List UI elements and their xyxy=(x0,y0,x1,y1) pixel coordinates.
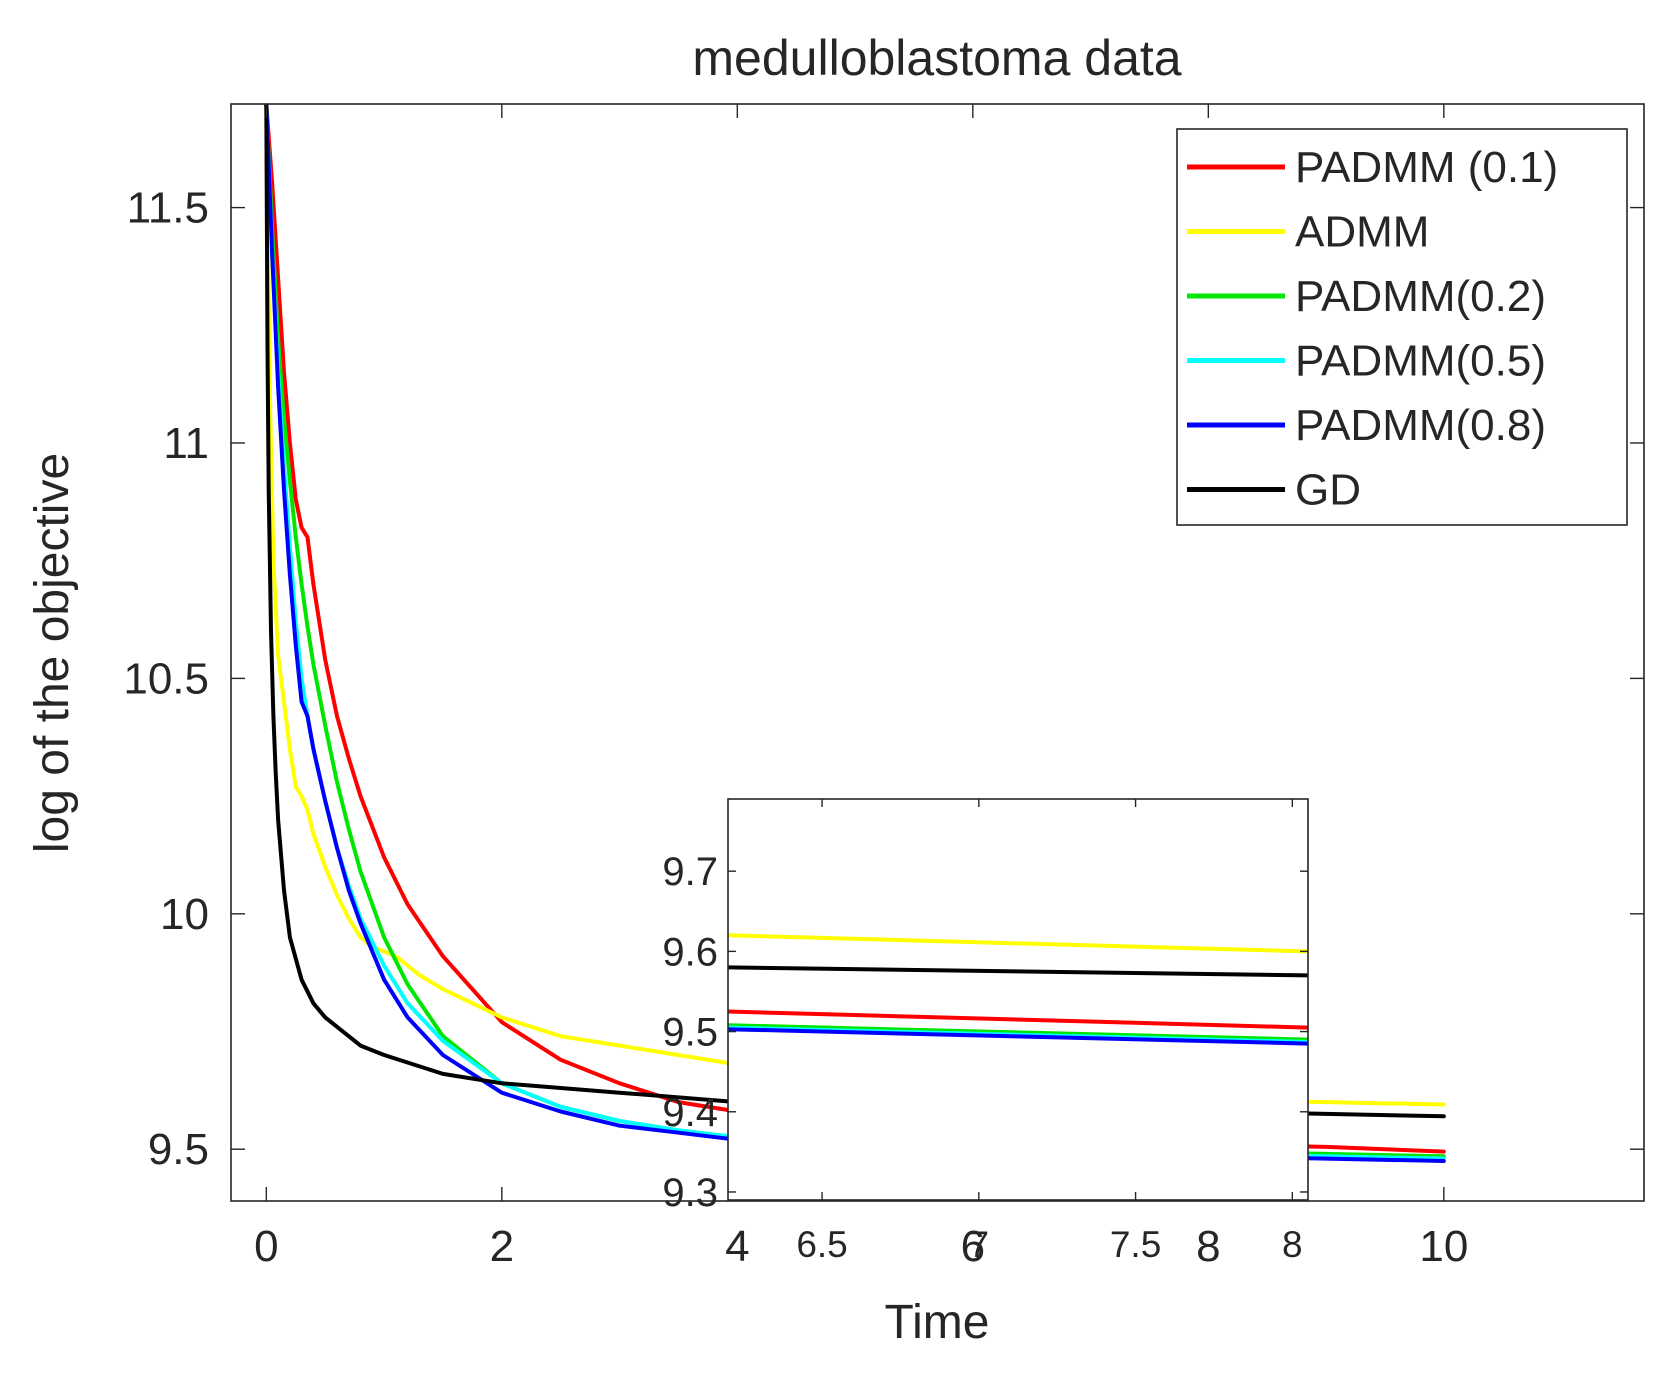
x-tick-label: 2 xyxy=(490,1222,514,1271)
y-tick-label: 11.5 xyxy=(127,184,209,233)
legend-item-padmm-0-2: PADMM(0.2) xyxy=(1187,272,1546,321)
x-axis-label: Time xyxy=(885,1296,990,1349)
legend-box xyxy=(1176,128,1628,526)
inset-line-gd xyxy=(728,965,1308,978)
inset-y-tick-label: 9.3 xyxy=(662,1171,718,1215)
legend-item-admm: ADMM xyxy=(1187,208,1429,257)
inset-y-tick-label: 9.7 xyxy=(662,850,718,894)
legend-item-padmm-0-5: PADMM(0.5) xyxy=(1187,337,1546,386)
main-plot: 0 2 4 6 8 10 9.5 10 10.5 11 11.5 xyxy=(123,103,1645,1271)
x-tick-label: 8 xyxy=(1196,1222,1220,1271)
y-tick-label: 10.5 xyxy=(123,654,209,703)
chart-title: medulloblastoma data xyxy=(692,30,1181,86)
y-axis-label: log of the objective xyxy=(26,453,79,853)
inset-y-tick-label: 9.4 xyxy=(662,1091,718,1135)
legend-label: PADMM(0.2) xyxy=(1295,272,1546,321)
inset-background xyxy=(728,799,1308,1200)
legend-item-gd: GD xyxy=(1187,466,1361,515)
x-tick-label: 6 xyxy=(961,1222,985,1271)
legend-items: PADMM (0.1) ADMM PADMM(0.2) PADMM(0.5) PADMM… xyxy=(1187,143,1558,515)
legend-label: PADMM (0.1) xyxy=(1295,143,1558,192)
legend-item-padmm-0-1: PADMM (0.1) xyxy=(1187,143,1558,192)
inset-y-tick-label: 9.5 xyxy=(662,1011,718,1055)
inset-line-padmm-0-8 xyxy=(728,1027,1308,1046)
main-plot-frame xyxy=(230,103,1645,1202)
inset-line-padmm-0-2 xyxy=(728,1023,1308,1042)
legend-label: PADMM(0.8) xyxy=(1295,401,1546,450)
inset-line-admm xyxy=(728,933,1308,954)
inset-x-tick-label: 8 xyxy=(1282,1224,1303,1265)
legend-item-padmm-0-8: PADMM(0.8) xyxy=(1187,401,1546,450)
inset-plot: 6.5 7 7.5 8 9.3 9.4 9.5 9.6 9.7 xyxy=(662,798,1309,1265)
inset-series-lines xyxy=(728,933,1308,1046)
x-tick-label: 10 xyxy=(1419,1222,1468,1271)
inset-y-tick-label: 9.6 xyxy=(662,930,718,974)
x-tick-label: 0 xyxy=(254,1222,278,1271)
inset-line-padmm-0-1 xyxy=(728,1009,1308,1030)
inset-ticks: 6.5 7 7.5 8 9.3 9.4 9.5 9.6 9.7 xyxy=(662,799,1308,1265)
inset-x-tick-label: 7 xyxy=(969,1224,990,1265)
legend-label: ADMM xyxy=(1295,208,1429,257)
y-tick-label: 9.5 xyxy=(148,1125,209,1174)
x-tick-label: 4 xyxy=(725,1222,749,1271)
legend-label: PADMM(0.5) xyxy=(1295,337,1546,386)
legend: PADMM (0.1) ADMM PADMM(0.2) PADMM(0.5) PADMM… xyxy=(1176,128,1628,526)
legend-label: GD xyxy=(1295,466,1361,515)
inset-plot-frame xyxy=(727,798,1309,1201)
inset-x-tick-label: 7.5 xyxy=(1110,1224,1161,1265)
y-tick-label: 11 xyxy=(163,419,209,468)
inset-x-tick-label: 6.5 xyxy=(796,1224,847,1265)
y-tick-label: 10 xyxy=(160,890,209,939)
